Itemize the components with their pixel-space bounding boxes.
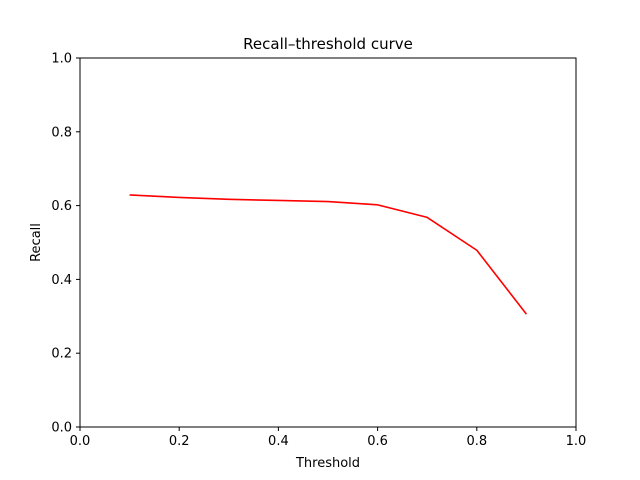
- y-tick-label: 0.4: [51, 273, 72, 288]
- x-tick-label: 0.6: [367, 434, 388, 449]
- x-tick-label: 1.0: [566, 434, 587, 449]
- x-tick-label: 0.0: [70, 434, 91, 449]
- plot-frame: [79, 57, 577, 428]
- y-tick-label: 1.0: [51, 52, 72, 67]
- y-tick-label: 0.6: [51, 199, 72, 214]
- x-tick-label: 0.2: [169, 434, 190, 449]
- y-tick-label: 0.8: [51, 125, 72, 140]
- y-tick-label: 0.0: [51, 421, 72, 436]
- chart-title: Recall–threshold curve: [243, 35, 413, 53]
- axis-ticks: 0.0 0.2 0.4 0.6 0.8 1.0 0.0 0.2 0.4 0.6 0.8 1.0: [51, 52, 586, 450]
- series-group: [129, 194, 528, 315]
- plot-area: [80, 58, 576, 427]
- recall-series-line: [129, 194, 528, 315]
- x-tick-label: 0.4: [268, 434, 289, 449]
- x-tick-label: 0.8: [466, 434, 487, 449]
- y-axis-label: Recall: [29, 223, 44, 262]
- y-tick-label: 0.2: [51, 347, 72, 362]
- x-axis-label: Threshold: [295, 456, 360, 471]
